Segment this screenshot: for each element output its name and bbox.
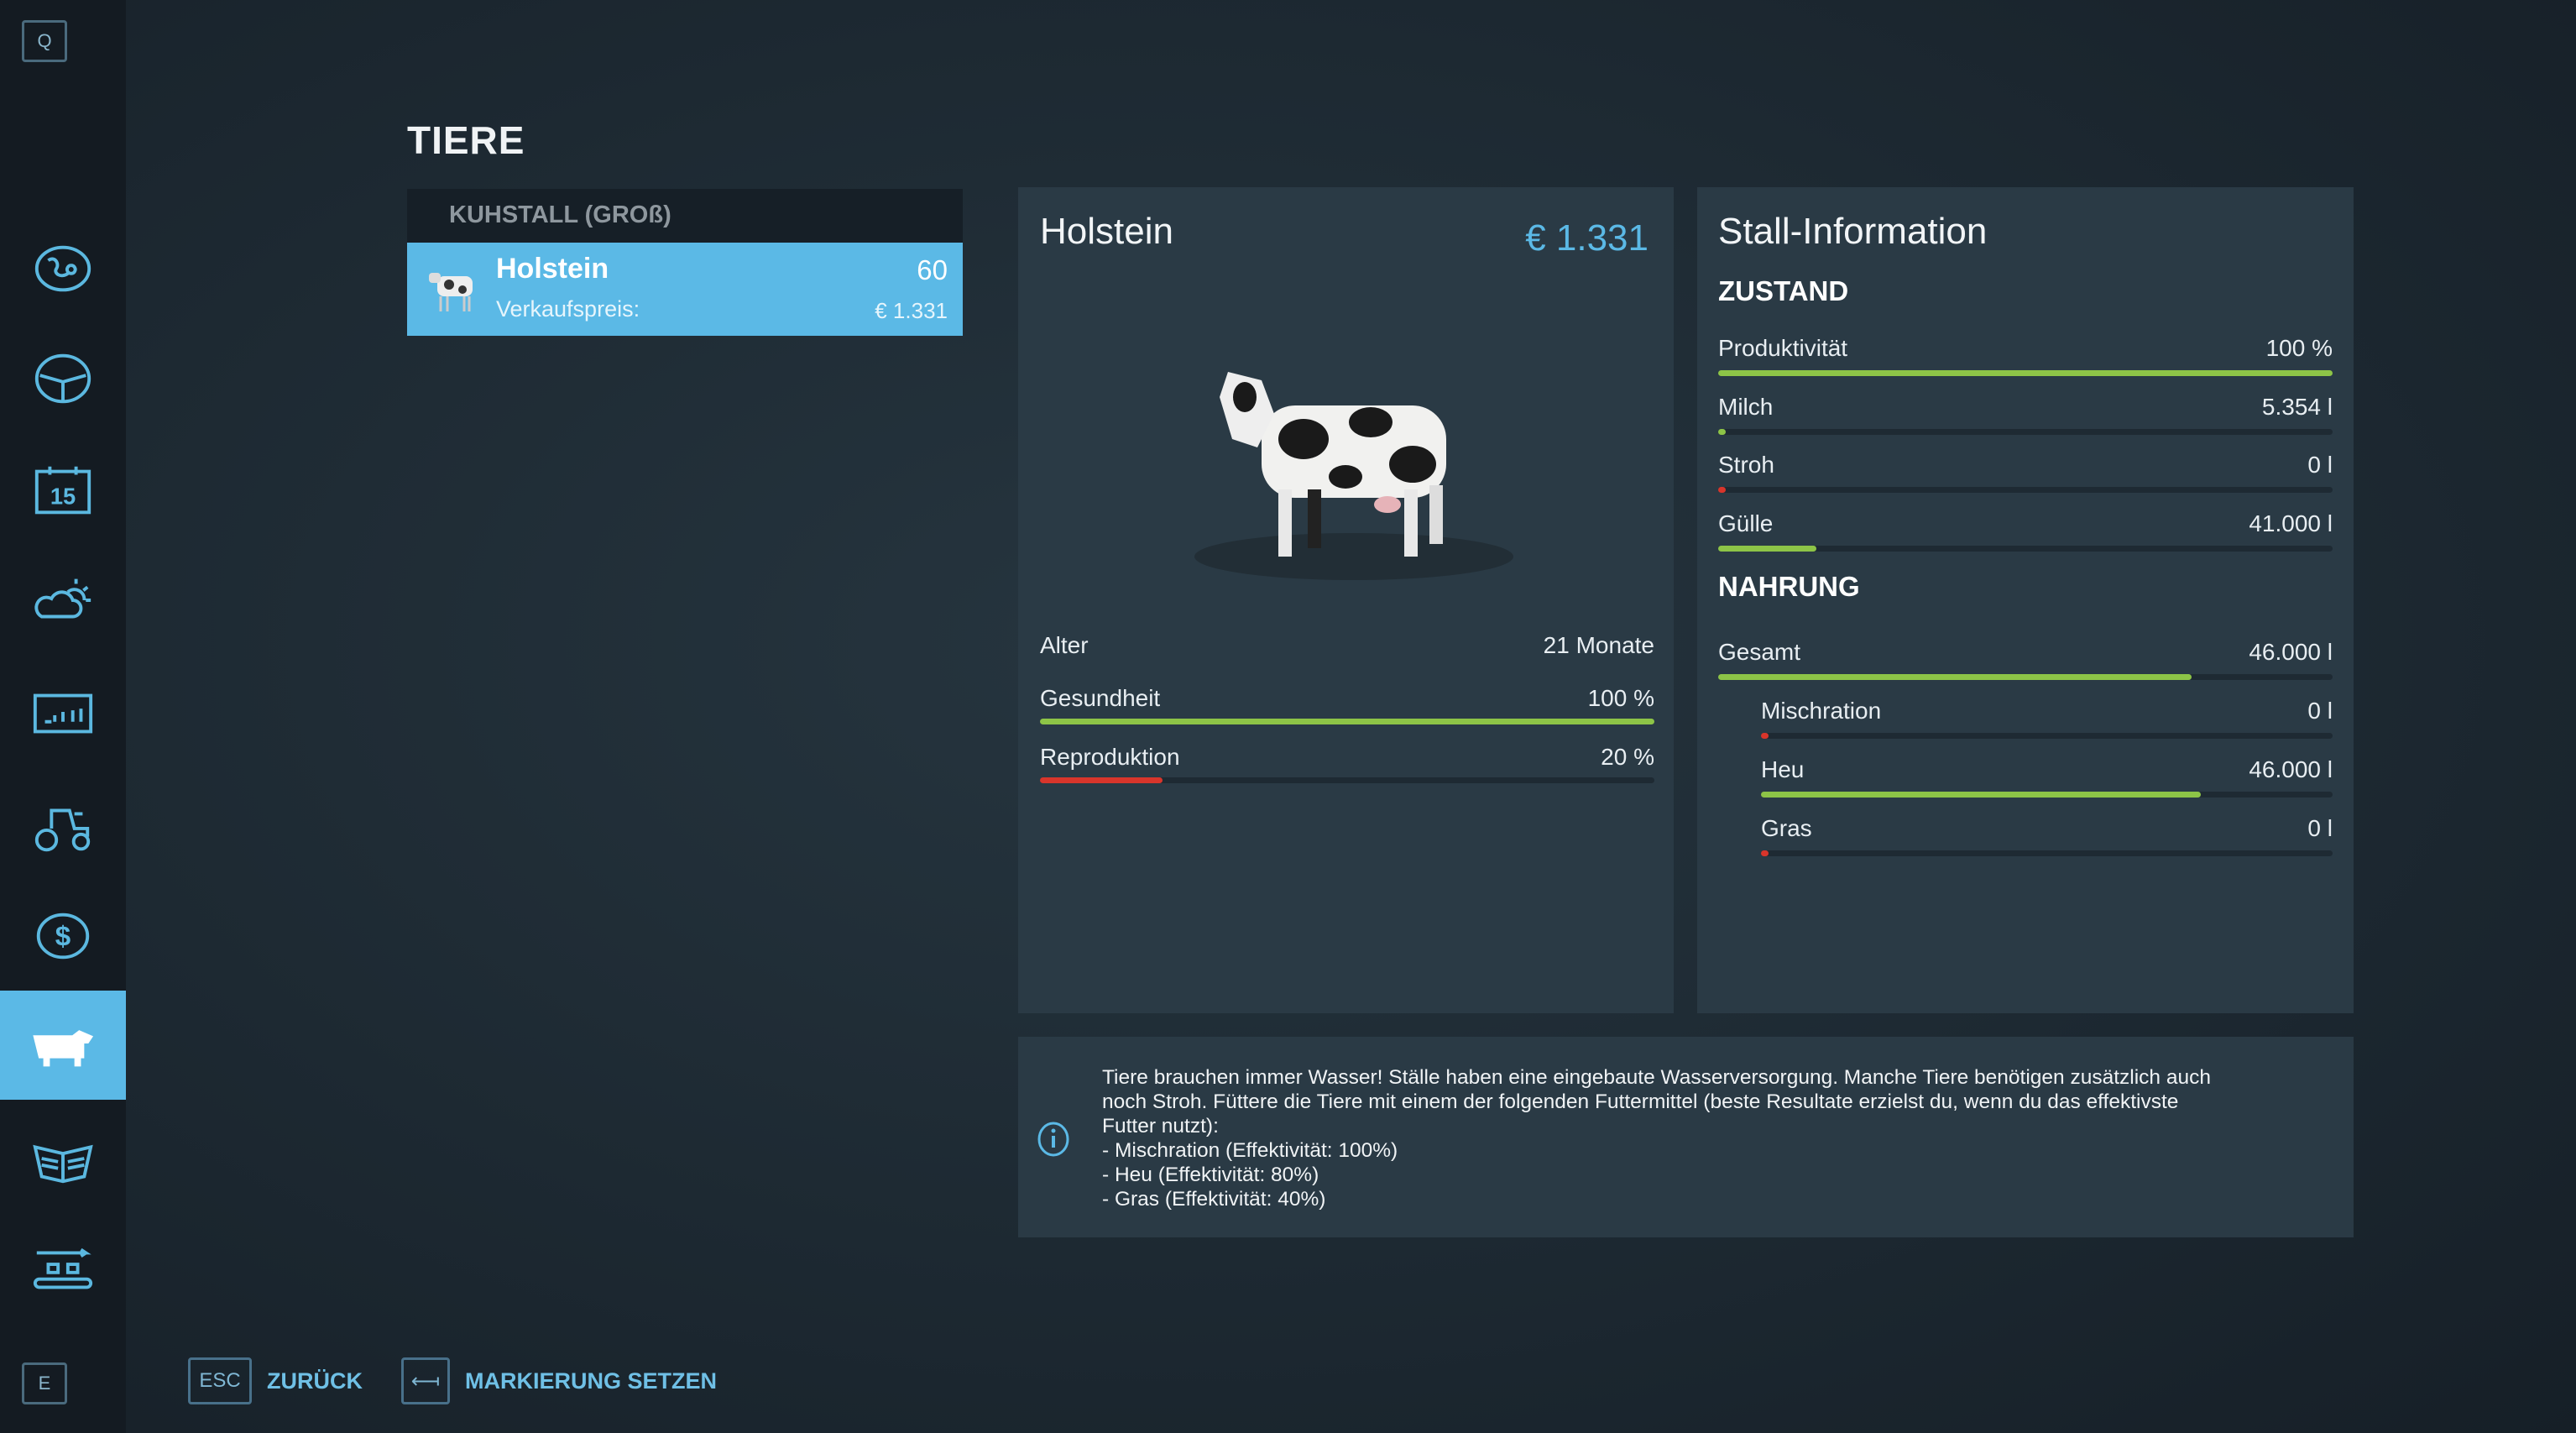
age-value: 21 Monate [1543, 632, 1654, 658]
sidebar: Q 15 $ E [0, 0, 126, 1433]
sell-price: € 1.331 [875, 298, 948, 323]
stall-row-label: Heu [1761, 756, 1805, 782]
sidebar-item-calendar[interactable]: 15 [0, 437, 126, 546]
stall-row-value: 0 l [2307, 452, 2333, 478]
stall-row-bar-fill [1761, 850, 1769, 856]
stall-row-bar-fill [1718, 428, 1726, 435]
stall-row-bar-fill [1761, 792, 2202, 798]
sidebar-item-production[interactable] [0, 1213, 126, 1322]
sidebar-item-vehicles-control[interactable] [0, 324, 126, 433]
animal-count: 60 [917, 254, 948, 285]
stall-row-bar [1718, 545, 2333, 552]
stall-row-label: Gülle [1718, 510, 1774, 536]
stall-row-value: 41.000 l [2249, 510, 2333, 536]
list-item[interactable]: Holstein 60 Verkaufspreis: € 1.331 [407, 243, 963, 336]
sidebar-item-vehicles[interactable] [0, 772, 126, 881]
info-text: Tiere brauchen immer Wasser! Ställe habe… [1102, 1066, 2211, 1211]
stall-row-bar-fill [1761, 733, 1769, 739]
animal-detail-panel: Holstein € 1.331 Alter 21 Monate Gesundh… [1018, 187, 1674, 1013]
back-label: ZURÜCK [267, 1368, 363, 1394]
stall-row-label: Produktivität [1718, 335, 1848, 361]
weather-icon [34, 578, 91, 619]
esc-key: ESC [188, 1357, 252, 1404]
animal-price: € 1.331 [1525, 217, 1649, 259]
animal-name: Holstein [496, 253, 609, 285]
tractor-icon [34, 808, 91, 852]
list-header: KUHSTALL (GROß) [407, 189, 963, 243]
stall-row-label: Stroh [1718, 452, 1774, 478]
nahrung-heading: NAHRUNG [1718, 571, 1860, 602]
cow-thumbnail-icon [429, 273, 473, 311]
stall-row-bar-fill [1718, 674, 2192, 680]
calendar-icon: 15 [34, 466, 91, 515]
stall-info-panel: Stall-Information ZUSTAND NAHRUNG Produk… [1697, 187, 2354, 1013]
sidebar-item-animals[interactable] [0, 991, 126, 1100]
stall-row-bar [1718, 428, 2333, 435]
sidebar-item-map[interactable] [0, 214, 126, 323]
stall-row-value: 0 l [2307, 815, 2333, 841]
svg-text:$: $ [55, 922, 71, 953]
next-page-key[interactable]: E [22, 1362, 67, 1404]
stat-bar-fill [1040, 719, 1654, 724]
stall-row-value: 0 l [2307, 698, 2333, 724]
production-chain-icon [33, 1247, 93, 1289]
stat-label: Reproduktion [1040, 744, 1180, 770]
stall-row-value: 46.000 l [2249, 639, 2333, 665]
stall-row-value: 46.000 l [2249, 756, 2333, 782]
stat-bar-fill [1040, 777, 1163, 783]
stall-row-label: Gras [1761, 815, 1812, 841]
stall-row-value: 100 % [2265, 335, 2333, 361]
set-marker-label: MARKIERUNG SETZEN [465, 1368, 718, 1394]
stall-row-bar [1761, 850, 2333, 856]
back-button[interactable]: ESC ZURÜCK [188, 1357, 363, 1404]
stat-label: Gesundheit [1040, 685, 1161, 711]
stall-title: Stall-Information [1718, 211, 1988, 252]
sidebar-item-statistics[interactable] [0, 659, 126, 768]
age-label: Alter [1040, 632, 1089, 658]
sidebar-item-weather[interactable] [0, 546, 126, 655]
animal-list: KUHSTALL (GROß) Holstein 60 Verkaufsprei… [407, 189, 963, 336]
info-icon [1037, 1122, 1069, 1157]
prev-page-key[interactable]: Q [22, 20, 67, 62]
stall-row-bar [1761, 792, 2333, 798]
stall-row-label: Milch [1718, 393, 1774, 420]
stall-row-bar [1718, 674, 2333, 680]
stall-row-bar-fill [1718, 487, 1726, 493]
cow-icon [33, 1030, 94, 1067]
info-box: Tiere brauchen immer Wasser! Ställe habe… [1018, 1037, 2354, 1237]
sidebar-item-finances[interactable]: $ [0, 881, 126, 991]
stall-row-bar-fill [1718, 545, 1817, 552]
stall-row-label: Mischration [1761, 698, 1882, 724]
cow-image [1194, 372, 1513, 580]
stat-bar [1040, 777, 1654, 783]
animal-title: Holstein [1040, 211, 1173, 252]
stall-row-bar [1761, 733, 2333, 739]
book-icon [33, 1144, 93, 1184]
set-marker-button[interactable]: ⟻ MARKIERUNG SETZEN [401, 1357, 717, 1404]
stall-row-value: 5.354 l [2261, 393, 2333, 420]
globe-map-icon [34, 245, 91, 292]
stall-row-bar-fill [1718, 370, 2333, 376]
stall-row-bar [1718, 487, 2333, 493]
stat-value: 20 % [1601, 744, 1654, 770]
sell-price-label: Verkaufspreis: [496, 296, 640, 322]
stat-value: 100 % [1587, 685, 1654, 711]
dollar-icon: $ [36, 913, 90, 960]
zustand-heading: ZUSTAND [1718, 275, 1849, 306]
enter-key-icon: ⟻ [401, 1357, 450, 1404]
page-title: TIERE [407, 118, 525, 162]
stall-row-label: Gesamt [1718, 639, 1801, 665]
statistics-icon [33, 693, 93, 734]
stat-bar [1040, 719, 1654, 724]
svg-text:15: 15 [50, 484, 76, 510]
steering-wheel-icon [34, 353, 91, 404]
stall-row-bar [1718, 370, 2333, 376]
sidebar-item-help[interactable] [0, 1104, 126, 1213]
